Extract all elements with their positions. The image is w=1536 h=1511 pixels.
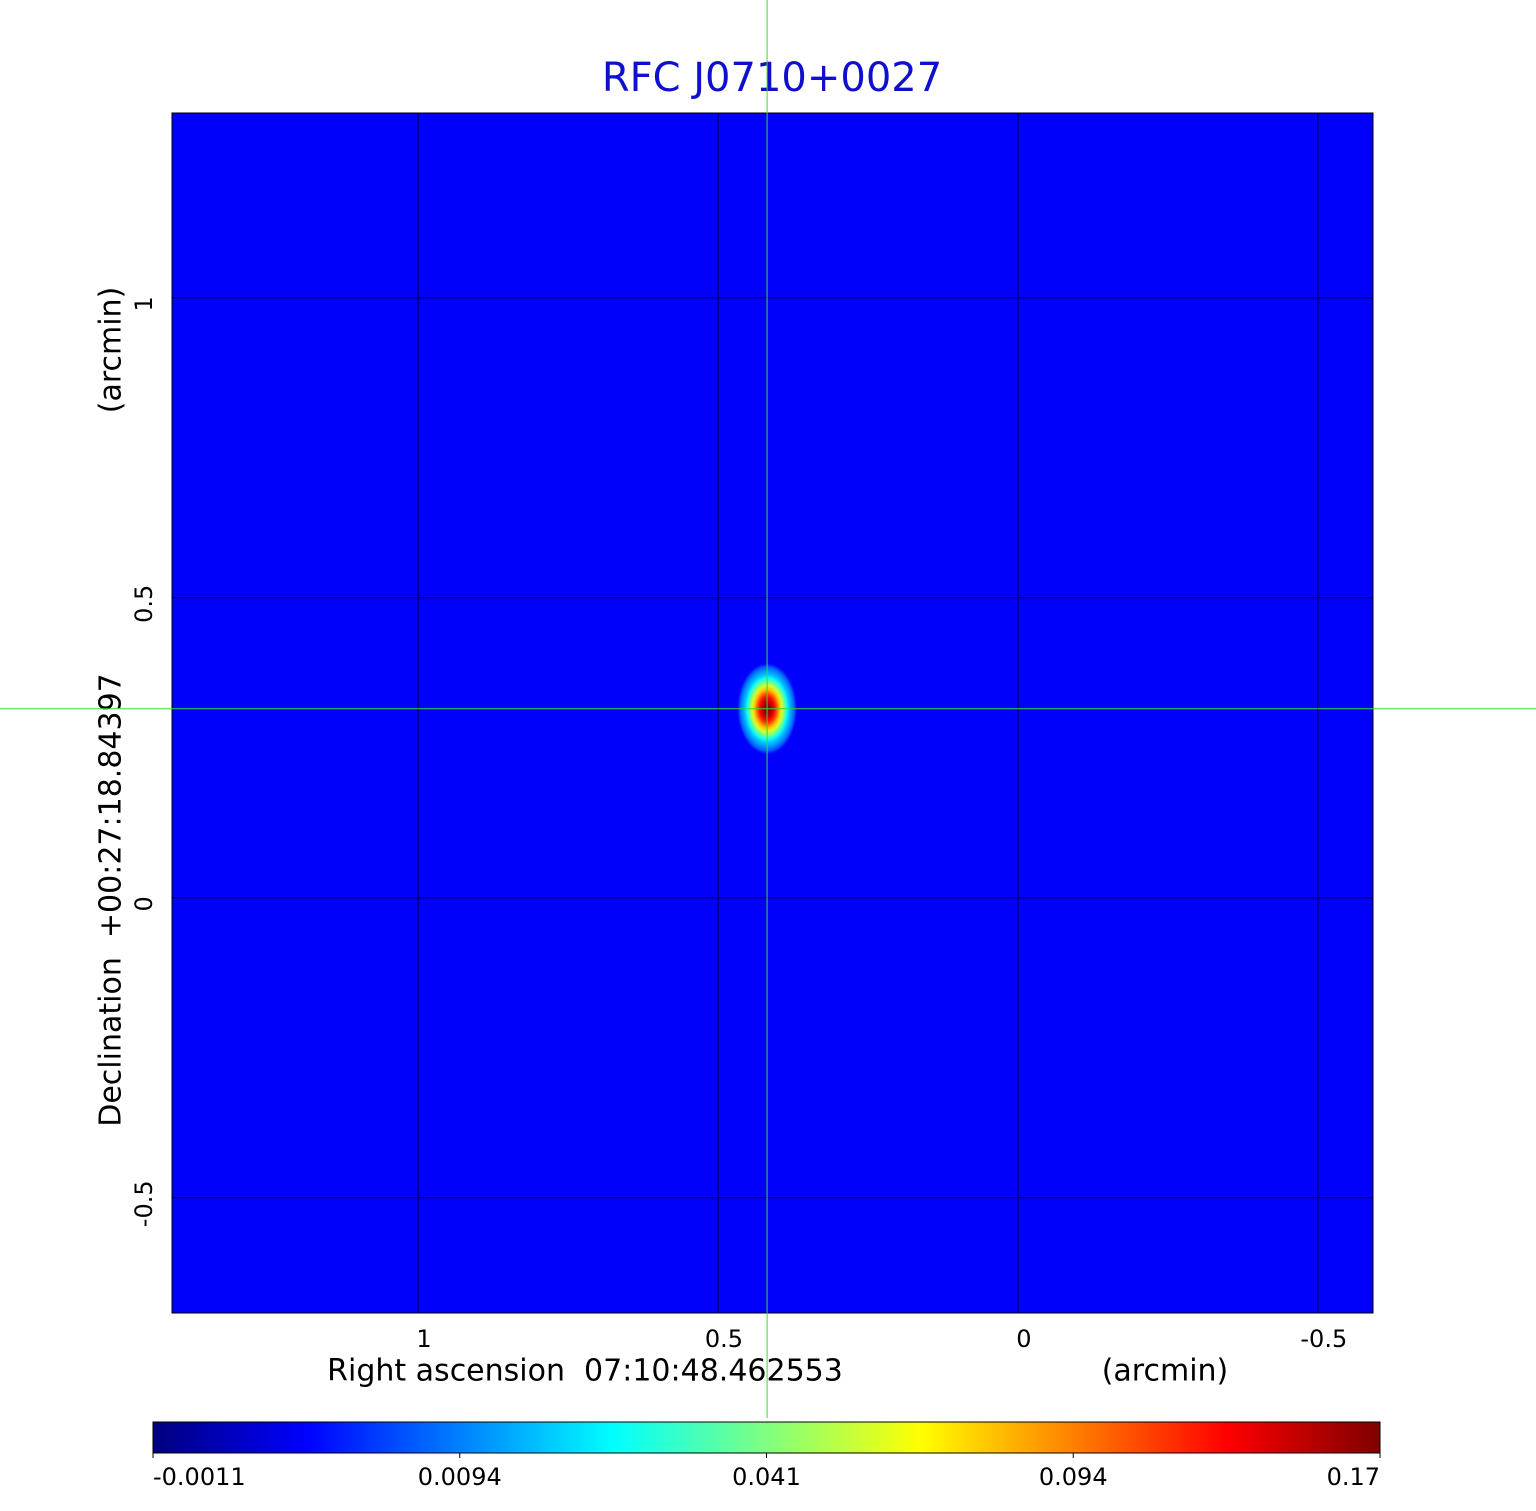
y-tick-label: 1	[130, 296, 158, 311]
y-tick-label: -0.5	[130, 1180, 158, 1227]
y-tick-label: 0	[130, 896, 158, 911]
x-tick-label: -0.5	[1300, 1325, 1347, 1353]
y-axis-unit: (arcmin)	[94, 287, 129, 414]
plot-frame	[171, 112, 1374, 1314]
x-tick-label: 0.5	[705, 1325, 743, 1353]
y-axis-label: Declination +00:27:18.84397	[94, 673, 129, 1127]
colorbar-tick-label: 0.094	[1039, 1463, 1108, 1491]
x-axis-label: Right ascension 07:10:48.462553	[327, 1354, 843, 1389]
y-tick-label: 0.5	[130, 585, 158, 623]
colorbar	[152, 1421, 1381, 1454]
chart-title: RFC J0710+0027	[602, 55, 942, 101]
x-axis-unit: (arcmin)	[1102, 1354, 1229, 1389]
colorbar-tick-label: 0.0094	[418, 1463, 502, 1491]
colorbar-tick-label: 0.041	[732, 1463, 801, 1491]
x-tick-label: 1	[416, 1325, 431, 1353]
colorbar-tick-label: 0.17	[1327, 1463, 1380, 1491]
colorbar-tick-label: -0.0011	[153, 1463, 246, 1491]
x-tick-label: 0	[1016, 1325, 1031, 1353]
